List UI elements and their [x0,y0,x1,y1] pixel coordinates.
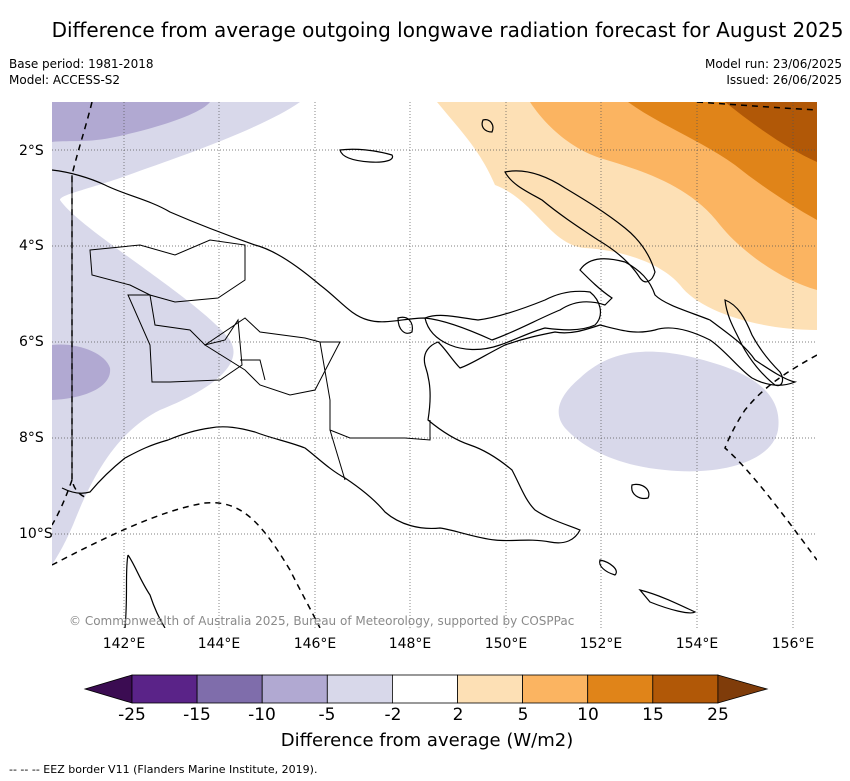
colorbar-segment [457,674,523,704]
new-guinea-coastline [52,169,798,544]
lat-label: 2°S [19,143,44,159]
lon-label: 152°E [579,636,623,652]
island-coastline [631,483,650,500]
island-coastline [481,119,494,133]
colorbar-tick: -25 [118,705,146,725]
copyright-text: © Commonwealth of Australia 2025, Bureau… [69,614,575,628]
colorbar-tick: 2 [452,705,464,725]
lat-label: 6°S [19,334,44,350]
colorbar-segment [261,674,328,704]
anomaly-region-northwest [52,102,210,142]
model-text: Model: ACCESS-S2 [9,73,121,87]
meta-right: Model run: 23/06/2025 Issued: 26/06/2025 [705,56,842,88]
colorbar-arrow-high [717,674,769,704]
colorbar-segment [131,674,198,704]
gridlines [52,102,817,628]
anomaly-field [52,102,817,628]
eez-legend-note: -- -- -- EEZ border V11 (Flanders Marine… [9,763,318,776]
province-borders [71,175,431,481]
island-coastline [397,316,413,334]
colorbar-tick: -2 [384,705,402,725]
colorbar-tick: 25 [707,705,729,725]
colorbar-tick: -10 [248,705,276,725]
lon-label: 150°E [484,636,528,652]
lon-label: 148°E [388,636,432,652]
lon-label: 154°E [675,636,719,652]
issued-text: Issued: 26/06/2025 [726,73,842,87]
colorbar-segment [326,674,393,704]
lat-label: 8°S [19,430,44,446]
colorbar-arrow-low [83,674,133,704]
new-britain-coastline [424,290,602,351]
anomaly-region-west [52,102,300,565]
lat-label: 4°S [19,238,44,254]
new-ireland-coastline [504,170,656,283]
island-coastline [599,559,617,576]
colorbar-tick: 5 [517,705,529,725]
colorbar-tick: 10 [577,705,599,725]
colorbar-label: Difference from average (W/m2) [280,730,574,751]
colorbar-tick: -5 [318,705,336,725]
colorbar-segment [587,674,654,704]
bougainville-coastline [724,299,784,387]
manus-coastline [339,148,394,163]
base-period-text: Base period: 1981-2018 [9,57,154,71]
anomaly-region-ne-strongest [725,102,817,162]
lon-label: 144°E [197,636,241,652]
lon-label: 156°E [771,636,815,652]
colorbar-segment [391,674,458,704]
colorbar-segment [522,674,589,704]
colorbar-segment [652,674,719,704]
colorbar-segment [196,674,263,704]
lon-label: 142°E [102,636,146,652]
lon-label: 146°E [293,636,337,652]
map-title: Difference from average outgoing longwav… [51,18,844,42]
cape-york-coastline [124,554,166,628]
colorbar [83,674,769,704]
lat-label: 10°S [19,526,53,542]
anomaly-region-west-dark [52,344,111,400]
eez-border [52,102,817,628]
island-coastline [638,588,697,614]
colorbar-tick: 15 [642,705,664,725]
meta-left: Base period: 1981-2018 Model: ACCESS-S2 [9,56,154,88]
anomaly-region-east [558,351,779,472]
model-run-text: Model run: 23/06/2025 [704,57,842,71]
colorbar-tick: -15 [183,705,211,725]
